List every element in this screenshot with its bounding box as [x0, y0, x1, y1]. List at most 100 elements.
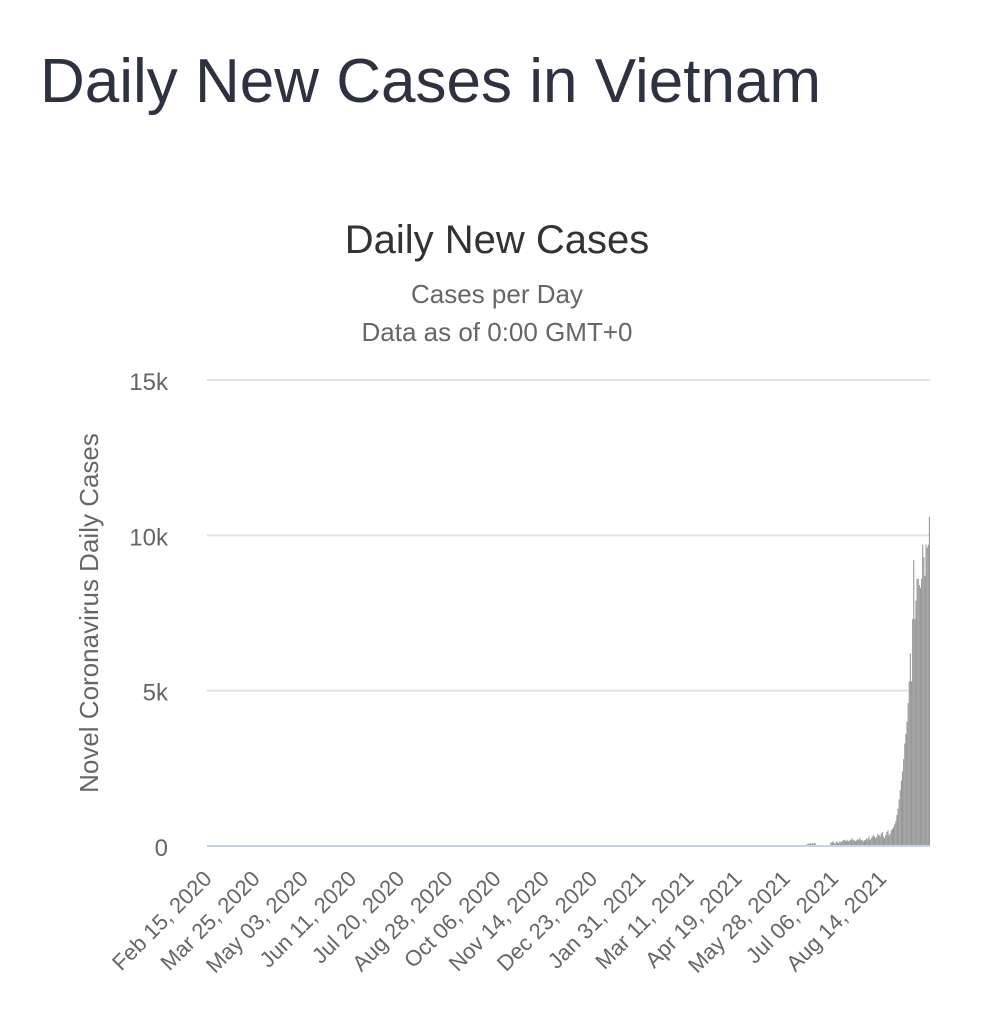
bar [867, 839, 869, 846]
bar [854, 841, 857, 846]
bar [912, 619, 914, 846]
bar [882, 836, 885, 846]
bar [889, 833, 891, 846]
bar [878, 835, 880, 846]
bar [852, 840, 854, 846]
bar [906, 721, 908, 846]
bar [879, 836, 881, 846]
bar [907, 703, 909, 846]
bar [813, 843, 815, 846]
bar [857, 839, 859, 846]
y-axis-ticks: 0 5k 10k 15k [129, 369, 169, 862]
bar [901, 771, 904, 846]
bar [869, 839, 871, 846]
bar [914, 619, 916, 846]
bar [881, 832, 883, 846]
bar [926, 547, 928, 846]
bar [917, 578, 919, 846]
bar [831, 842, 833, 846]
chart-title: Daily New Cases [345, 218, 650, 262]
bar [853, 839, 855, 846]
page-title: Daily New Cases in Vietnam [40, 47, 822, 116]
bar [835, 841, 837, 846]
bar [884, 838, 886, 846]
bar [839, 841, 841, 846]
bar [863, 840, 865, 846]
bar [868, 836, 870, 846]
bar [919, 588, 922, 846]
bar [922, 544, 924, 846]
bar [848, 841, 850, 846]
bar [888, 835, 890, 846]
bar [834, 843, 836, 846]
bar [859, 838, 861, 846]
bar [876, 836, 878, 846]
bar [910, 681, 913, 846]
bar [905, 734, 907, 846]
bar [807, 843, 809, 846]
bar [847, 839, 849, 846]
bar [872, 835, 874, 846]
bar [891, 828, 894, 846]
bar [843, 839, 845, 846]
bar [904, 743, 906, 846]
bar [861, 839, 863, 846]
bar [886, 832, 888, 846]
bar [880, 833, 882, 846]
bar [893, 827, 895, 846]
bar [897, 808, 899, 846]
bar [925, 544, 927, 846]
bar [885, 835, 887, 846]
bar [841, 841, 843, 846]
bar [928, 516, 930, 846]
bar [864, 839, 867, 846]
bar [873, 836, 876, 846]
bar [840, 842, 842, 846]
y-tick-label: 0 [155, 835, 168, 862]
y-tick-label: 5k [143, 680, 169, 707]
bar [890, 830, 892, 846]
bar [866, 838, 868, 846]
bar [871, 836, 873, 846]
bar [862, 841, 864, 846]
bar [810, 842, 812, 846]
bar [913, 560, 915, 846]
y-axis-title: Novel Coronavirus Daily Cases [74, 433, 104, 793]
bar [860, 840, 862, 846]
bar [877, 833, 879, 846]
bar [898, 799, 900, 846]
bar [836, 842, 839, 846]
bar [918, 585, 920, 846]
bar [915, 600, 917, 846]
bar [838, 842, 840, 846]
bar-series [806, 516, 930, 846]
bar [849, 840, 851, 846]
bar [895, 821, 897, 846]
y-tick-label: 10k [129, 524, 169, 551]
bar [908, 681, 910, 846]
bar [927, 544, 929, 846]
bar [900, 780, 902, 846]
bar [894, 824, 896, 846]
bar [850, 839, 852, 846]
bar [842, 840, 844, 846]
chart-subtitle-line-2: Data as of 0:00 GMT+0 [362, 317, 633, 347]
bar [887, 830, 889, 846]
gridlines [207, 379, 930, 692]
bar [844, 840, 846, 846]
bar [903, 759, 905, 846]
bar [916, 578, 918, 846]
bar [924, 575, 926, 846]
bar [875, 838, 877, 846]
bar [856, 840, 858, 846]
chart-subtitle-line-1: Cases per Day [411, 279, 583, 309]
bar [851, 838, 853, 846]
bar [830, 842, 832, 846]
bar [923, 557, 925, 846]
bar [833, 842, 835, 846]
bar [870, 838, 872, 846]
bar [858, 839, 860, 846]
